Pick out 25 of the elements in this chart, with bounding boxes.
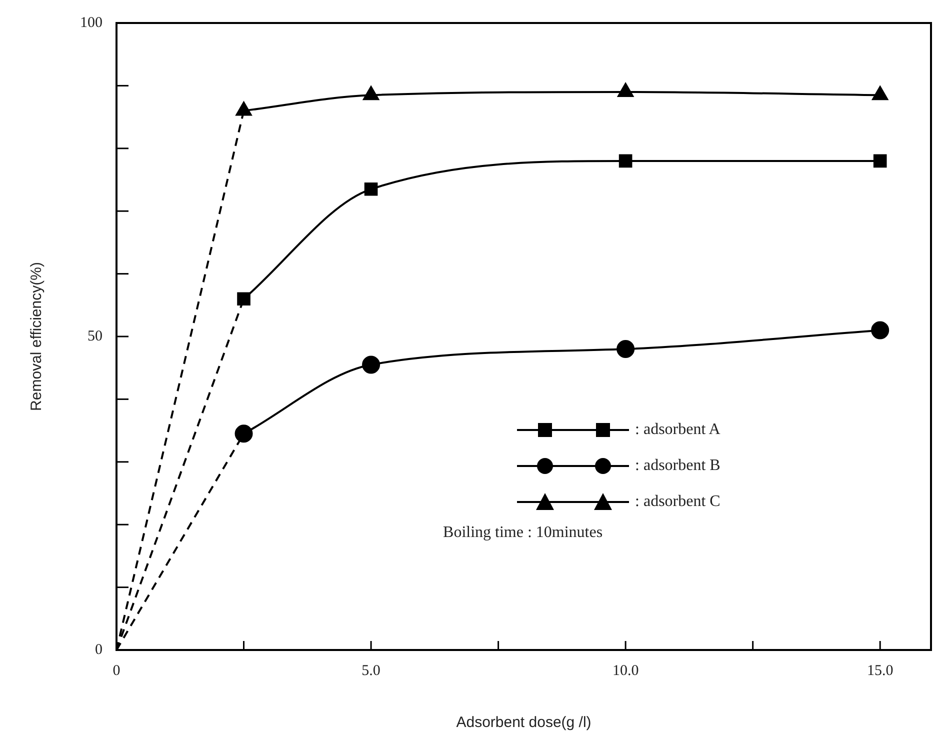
legend-label: : adsorbent B — [635, 456, 720, 475]
point — [618, 154, 632, 168]
point — [618, 82, 634, 97]
annotation: Boiling time : 10minutes — [443, 524, 604, 542]
point — [234, 424, 253, 443]
point — [362, 356, 380, 374]
legend-label: : adsorbent C — [635, 492, 720, 511]
point — [363, 86, 379, 100]
point — [873, 154, 887, 168]
y-tick-label: 100 — [80, 14, 102, 31]
y-tick-label: 50 — [88, 328, 102, 344]
legend-label: : adsorbent A — [635, 420, 720, 439]
point — [616, 340, 635, 358]
y-axis-title: Removal efficiency(%) — [28, 262, 46, 411]
x-axis-title: Adsorbent dose(g /l) — [456, 714, 592, 732]
x-tick-label: 15.0 — [866, 662, 894, 679]
point — [237, 292, 250, 306]
point — [364, 182, 378, 196]
x-tick-label: 0 — [112, 662, 120, 679]
point — [871, 321, 890, 340]
x-tick-label: 10.0 — [612, 662, 639, 679]
y-tick-label: 0 — [95, 642, 102, 658]
point — [236, 102, 252, 116]
x-tick-label: 5.0 — [362, 662, 380, 679]
point — [872, 86, 888, 100]
